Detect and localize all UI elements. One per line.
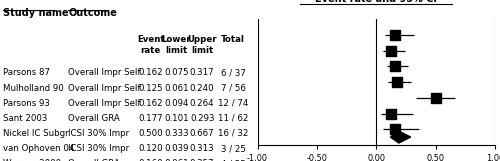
Text: 4 / 25: 4 / 25 bbox=[220, 159, 246, 161]
Text: 6 / 37: 6 / 37 bbox=[220, 68, 246, 77]
Point bbox=[387, 49, 395, 52]
Text: Sant 2003: Sant 2003 bbox=[2, 114, 47, 123]
Text: Overall Impr Self: Overall Impr Self bbox=[68, 84, 140, 93]
Polygon shape bbox=[390, 131, 410, 143]
Text: 0.125: 0.125 bbox=[138, 84, 163, 93]
Text: 0.061: 0.061 bbox=[164, 84, 188, 93]
Point bbox=[392, 65, 400, 68]
Text: 0.162: 0.162 bbox=[138, 68, 163, 77]
Text: 0.177: 0.177 bbox=[138, 114, 163, 123]
Text: 0.313: 0.313 bbox=[190, 144, 214, 153]
Text: 0.160: 0.160 bbox=[138, 159, 163, 161]
Text: 0.061: 0.061 bbox=[164, 159, 188, 161]
Text: Study name: Study name bbox=[2, 8, 68, 18]
Text: Overall Impr Self: Overall Impr Self bbox=[68, 68, 140, 77]
Text: 16 / 32: 16 / 32 bbox=[218, 129, 248, 138]
Text: Warren, 2000: Warren, 2000 bbox=[2, 159, 60, 161]
Text: 7 / 56: 7 / 56 bbox=[220, 84, 246, 93]
Text: ICSI 30% Impr: ICSI 30% Impr bbox=[68, 129, 130, 138]
Text: 0.264: 0.264 bbox=[190, 99, 214, 108]
Text: Lower
limit: Lower limit bbox=[162, 35, 191, 55]
Text: 0.039: 0.039 bbox=[164, 144, 188, 153]
Text: Nickel IC Subgr: Nickel IC Subgr bbox=[2, 129, 68, 138]
Text: 0.120: 0.120 bbox=[138, 144, 163, 153]
Text: 0.357: 0.357 bbox=[190, 159, 214, 161]
Text: 0.240: 0.240 bbox=[190, 84, 214, 93]
Text: Mulholland 90: Mulholland 90 bbox=[2, 84, 64, 93]
Text: van Ophoven 04: van Ophoven 04 bbox=[2, 144, 74, 153]
Text: ICSI 30% Impr: ICSI 30% Impr bbox=[68, 144, 130, 153]
Text: 0.075: 0.075 bbox=[164, 68, 188, 77]
Text: 0.293: 0.293 bbox=[190, 114, 214, 123]
Text: Overall GRA: Overall GRA bbox=[68, 159, 120, 161]
Text: 0.667: 0.667 bbox=[190, 129, 214, 138]
Point bbox=[386, 112, 394, 115]
Text: 12 / 74: 12 / 74 bbox=[218, 99, 248, 108]
Point bbox=[391, 128, 399, 130]
Text: 11 / 62: 11 / 62 bbox=[218, 114, 248, 123]
Point bbox=[432, 96, 440, 99]
Text: Overall GRA: Overall GRA bbox=[68, 114, 120, 123]
Point bbox=[394, 81, 402, 83]
Text: Overall Impr Self: Overall Impr Self bbox=[68, 99, 140, 108]
Text: 0.500: 0.500 bbox=[138, 129, 163, 138]
Text: 0.317: 0.317 bbox=[190, 68, 214, 77]
Text: Event rate and 95% CI: Event rate and 95% CI bbox=[316, 0, 437, 4]
Text: Event
rate: Event rate bbox=[137, 35, 164, 55]
Text: Parsons 93: Parsons 93 bbox=[2, 99, 50, 108]
Text: 3 / 25: 3 / 25 bbox=[220, 144, 246, 153]
Text: Parsons 87: Parsons 87 bbox=[2, 68, 50, 77]
Text: 0.162: 0.162 bbox=[138, 99, 163, 108]
Text: 0.101: 0.101 bbox=[164, 114, 188, 123]
Text: 0.333: 0.333 bbox=[164, 129, 188, 138]
Point bbox=[392, 34, 400, 36]
Text: Total: Total bbox=[221, 35, 245, 44]
Text: 0.094: 0.094 bbox=[164, 99, 188, 108]
Text: Upper
limit: Upper limit bbox=[188, 35, 217, 55]
Text: Outcome: Outcome bbox=[68, 8, 117, 18]
